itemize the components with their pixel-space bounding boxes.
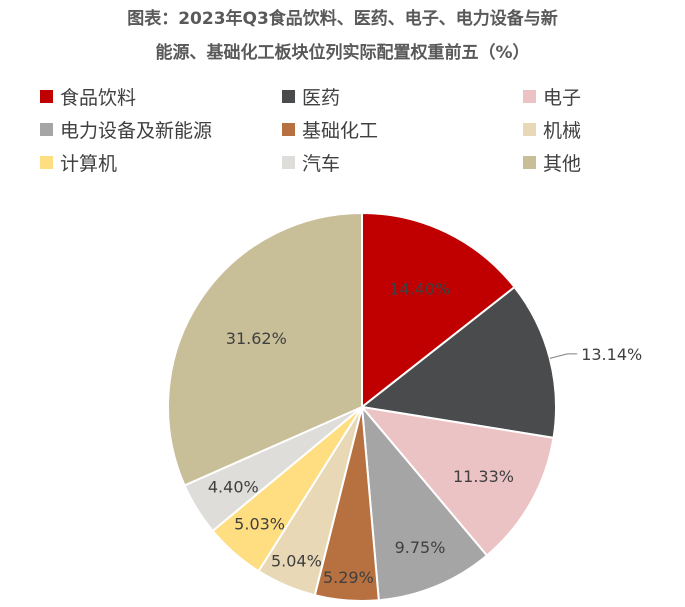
legend-swatch bbox=[40, 155, 53, 169]
legend-label: 其他 bbox=[543, 152, 582, 175]
legend-label: 医药 bbox=[302, 86, 341, 109]
legend-item: 汽车 bbox=[282, 151, 341, 175]
legend-swatch bbox=[282, 122, 295, 136]
slice-value-label: 5.29% bbox=[323, 568, 374, 587]
legend-label: 食品饮料 bbox=[60, 86, 137, 109]
pie-slice bbox=[359, 405, 555, 557]
legend-swatch bbox=[282, 155, 295, 169]
legend-swatch bbox=[523, 155, 536, 169]
legend-label: 电力设备及新能源 bbox=[60, 119, 213, 142]
legend-swatch bbox=[523, 89, 536, 103]
legend-swatch bbox=[40, 89, 53, 103]
legend-label: 汽车 bbox=[302, 152, 341, 175]
legend-label: 计算机 bbox=[60, 152, 118, 175]
slice-value-label: 13.14% bbox=[581, 345, 642, 364]
legend-item: 电力设备及新能源 bbox=[40, 118, 213, 142]
legend-swatch bbox=[282, 89, 295, 103]
legend-item: 食品饮料 bbox=[40, 85, 137, 109]
legend-item: 机械 bbox=[523, 118, 582, 142]
pie-slice bbox=[167, 211, 363, 487]
legend-item: 计算机 bbox=[40, 151, 118, 175]
leader-line bbox=[549, 353, 578, 359]
slice-value-label: 5.04% bbox=[271, 551, 322, 570]
legend-swatch bbox=[523, 122, 536, 136]
legend-item: 其他 bbox=[523, 151, 582, 175]
slice-value-label: 31.62% bbox=[226, 329, 287, 348]
legend-item: 医药 bbox=[282, 85, 341, 109]
pie-slice bbox=[360, 403, 489, 602]
legend-swatch bbox=[40, 122, 53, 136]
chart-title-line-2: 能源、基础化工板块位列实际配置权重前五（%） bbox=[155, 43, 530, 63]
slice-value-label: 5.03% bbox=[234, 515, 285, 534]
chart-title-line-1: 图表：2023年Q3食品饮料、医药、电子、电力设备与新 bbox=[127, 9, 558, 29]
legend-label: 机械 bbox=[543, 119, 582, 142]
slice-value-label: 11.33% bbox=[453, 467, 514, 486]
slice-value-label: 9.75% bbox=[395, 538, 446, 557]
pie-slice bbox=[361, 211, 516, 410]
legend-label: 基础化工 bbox=[302, 119, 379, 142]
slice-value-label: 4.40% bbox=[208, 478, 259, 497]
legend-item: 电子 bbox=[523, 85, 582, 109]
slice-value-label: 14.40% bbox=[389, 279, 450, 298]
legend-item: 基础化工 bbox=[282, 118, 379, 142]
legend-label: 电子 bbox=[543, 86, 582, 109]
